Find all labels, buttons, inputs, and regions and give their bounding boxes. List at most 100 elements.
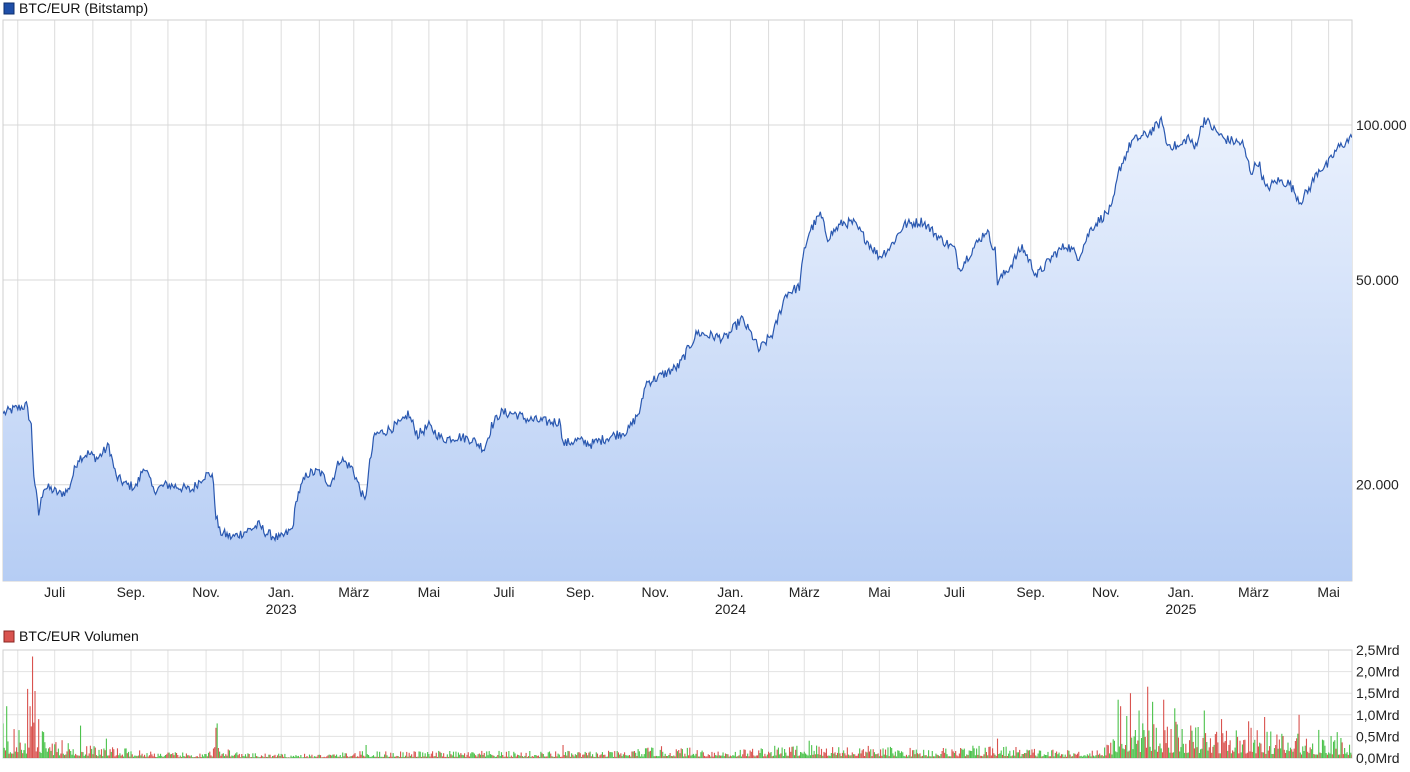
volume-bar xyxy=(237,755,239,758)
volume-bar xyxy=(535,755,537,758)
volume-bar xyxy=(743,749,745,758)
volume-bar xyxy=(189,756,191,758)
volume-bar xyxy=(968,750,970,758)
volume-bar xyxy=(178,757,180,758)
volume-bar xyxy=(660,746,663,758)
volume-bar xyxy=(321,757,323,758)
volume-bar xyxy=(569,756,571,758)
volume-bar xyxy=(1168,747,1170,758)
volume-bar xyxy=(84,754,87,758)
volume-bar xyxy=(304,753,306,758)
volume-bar xyxy=(1175,721,1177,758)
volume-bar xyxy=(692,753,695,758)
volume-bar xyxy=(916,753,919,758)
volume-bar xyxy=(649,750,651,758)
volume-bar xyxy=(801,752,803,758)
volume-bar xyxy=(1124,745,1127,758)
volume-bar xyxy=(696,750,698,758)
volume-bar xyxy=(113,749,115,758)
volume-bar xyxy=(1342,754,1344,758)
volume-bar xyxy=(402,752,404,758)
volume-bar xyxy=(928,750,930,758)
volume-bar xyxy=(596,753,599,758)
volume-bar xyxy=(317,754,319,758)
price-x-tick-label: März xyxy=(1238,584,1269,600)
volume-bar xyxy=(129,756,131,758)
volume-bar xyxy=(716,755,718,758)
volume-bar xyxy=(540,751,542,758)
volume-bar xyxy=(1138,710,1140,758)
volume-bar xyxy=(125,748,127,758)
volume-bar xyxy=(915,749,917,758)
volume-bar xyxy=(1262,752,1264,758)
volume-bar xyxy=(1132,749,1134,758)
volume-bar xyxy=(428,754,430,758)
volume-bar xyxy=(1033,748,1035,758)
volume-bar xyxy=(791,746,793,758)
volume-bar xyxy=(462,755,464,758)
volume-bar xyxy=(536,755,538,758)
volume-bar xyxy=(345,753,347,758)
volume-bar xyxy=(1218,753,1220,758)
volume-bar xyxy=(722,752,724,758)
volume-bar xyxy=(425,756,427,758)
volume-bar xyxy=(131,754,133,758)
volume-bar xyxy=(240,757,242,758)
volume-bar xyxy=(809,755,811,758)
volume-bar xyxy=(238,753,240,758)
volume-bar xyxy=(145,756,147,758)
volume-bar xyxy=(530,756,532,758)
volume-bar xyxy=(1075,754,1077,758)
volume-bar xyxy=(1198,753,1200,758)
volume-bar xyxy=(640,756,642,758)
volume-bar xyxy=(584,751,586,758)
volume-bar xyxy=(941,751,943,758)
volume-bar xyxy=(774,745,776,758)
volume-bar xyxy=(1088,755,1090,758)
volume-bar xyxy=(433,756,435,758)
volume-bar xyxy=(71,754,73,758)
volume-bar xyxy=(1309,747,1311,758)
volume-bar xyxy=(1016,752,1018,758)
volume-bar xyxy=(788,747,791,758)
volume-bar xyxy=(272,756,274,758)
volume-bar xyxy=(9,752,11,758)
volume-bar xyxy=(1202,737,1204,758)
volume-bar xyxy=(1021,754,1023,758)
volume-bar xyxy=(38,719,40,758)
volume-bar xyxy=(557,753,559,758)
volume-bar xyxy=(910,756,912,758)
volume-bar xyxy=(483,753,485,758)
volume-bar xyxy=(537,755,539,758)
volume-bar xyxy=(109,749,111,758)
volume-bar xyxy=(1117,699,1119,758)
volume-bar xyxy=(958,753,960,758)
volume-bar xyxy=(464,753,466,758)
volume-bar xyxy=(56,752,58,758)
volume-bar xyxy=(520,752,522,758)
volume-bar xyxy=(1314,754,1316,758)
volume-bar xyxy=(384,754,386,758)
volume-bar xyxy=(36,747,39,758)
volume-bar xyxy=(220,755,222,758)
volume-bar xyxy=(361,751,363,758)
volume-bar xyxy=(956,755,958,758)
volume-bar xyxy=(1305,738,1308,758)
volume-bar xyxy=(1209,738,1212,758)
volume-bar xyxy=(57,748,59,758)
volume-bar xyxy=(1286,750,1288,758)
volume-bar xyxy=(209,751,211,758)
volume-bar xyxy=(1212,746,1214,758)
volume-bar xyxy=(419,751,421,758)
volume-bar xyxy=(578,752,580,758)
volume-bar xyxy=(1268,746,1271,758)
volume-bar xyxy=(734,751,736,758)
volume-bar xyxy=(1255,753,1257,758)
volume-bar xyxy=(168,752,170,758)
volume-bar xyxy=(913,750,915,758)
volume-bar xyxy=(232,756,234,758)
volume-bar xyxy=(1293,748,1295,758)
volume-bar xyxy=(1273,748,1276,758)
volume-bar xyxy=(727,754,729,758)
volume-bar xyxy=(358,756,360,758)
